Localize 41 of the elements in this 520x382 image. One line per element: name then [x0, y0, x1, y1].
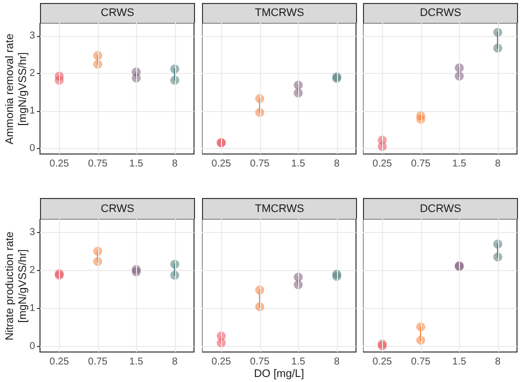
y-tick-label: 0 — [29, 142, 36, 154]
y-axis-title: Nitrate production rate [mgN/gVSS/hr] — [4, 231, 29, 340]
x-tick-label: 8 — [172, 356, 178, 368]
x-tick-label: 0.75 — [88, 158, 108, 170]
x-tick-label: 0.75 — [88, 356, 108, 368]
y-tick-label: 2 — [29, 264, 36, 276]
y-tick-label: 3 — [29, 30, 36, 42]
x-tick-label: 8 — [334, 356, 340, 368]
x-tick-label: 0.25 — [212, 356, 232, 368]
x-tick-label: 1.5 — [291, 356, 306, 368]
chart-title: TMCRWS — [202, 198, 357, 219]
x-tick-label: 1.5 — [129, 158, 144, 170]
x-tick-label: 0.25 — [212, 158, 232, 170]
x-tick-label: 0.75 — [250, 158, 270, 170]
chart-title: TMCRWS — [202, 3, 357, 23]
x-tick-label: 1.5 — [452, 356, 467, 368]
x-axis-title: DO [mg/L] — [252, 367, 306, 381]
x-tick-label: 0.25 — [372, 356, 392, 368]
chart-title: DCRWS — [363, 3, 518, 23]
x-tick-label: 0.25 — [50, 356, 70, 368]
x-tick-label: 8 — [334, 158, 340, 170]
x-tick-label: 8 — [494, 356, 501, 368]
y-tick-label: 3 — [29, 226, 36, 238]
y-tick-label: 1 — [29, 302, 36, 314]
chart-title: CRWS — [40, 3, 195, 23]
x-tick-label: 1.5 — [291, 158, 306, 170]
y-tick-label: 2 — [29, 68, 36, 80]
chart-title: DCRWS — [363, 198, 518, 219]
x-tick-label: 0.75 — [411, 158, 431, 170]
x-tick-label: 0.75 — [250, 356, 270, 368]
y-tick-label: 0 — [29, 340, 36, 352]
y-axis-title: Ammonia removal rate [mgN/gVSS/hr] — [4, 33, 29, 144]
chart-title: CRWS — [40, 198, 195, 219]
x-tick-label: 8 — [172, 158, 178, 170]
x-tick-label: 0.25 — [372, 158, 392, 170]
x-tick-label: 8 — [494, 158, 501, 170]
x-tick-label: 1.5 — [129, 356, 144, 368]
y-tick-label: 1 — [29, 105, 36, 116]
x-tick-label: 0.75 — [411, 356, 431, 368]
x-tick-label: 1.5 — [452, 158, 467, 170]
x-tick-label: 0.25 — [50, 158, 70, 170]
